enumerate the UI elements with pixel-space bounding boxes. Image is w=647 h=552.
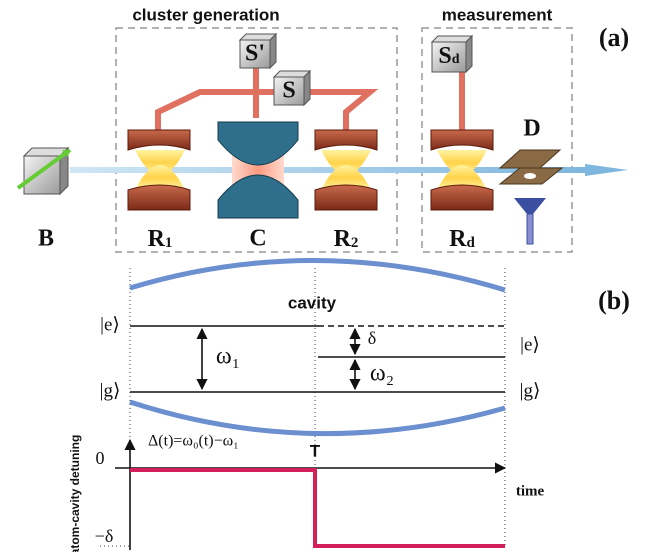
level-label: |g⟩ [100, 380, 121, 401]
energy-levels [130, 326, 505, 392]
label-sub: d [452, 52, 460, 67]
label-main: R [148, 226, 166, 252]
panel-label: (a) [599, 23, 629, 52]
level-label: |g⟩ [520, 380, 541, 401]
label-sub: 1 [165, 235, 173, 251]
omega1-label: ω₁ [216, 344, 240, 370]
label-main: R [449, 226, 467, 252]
source-label: S' [245, 41, 265, 67]
source-b [18, 148, 70, 194]
level-label: |e⟩ [520, 334, 540, 355]
label-main: R [334, 226, 352, 252]
detector [500, 150, 562, 244]
component-label: C [249, 226, 266, 252]
component-label: R1 [148, 226, 173, 252]
panel-a: cluster generation measurement (a) B [18, 5, 629, 252]
component-label: R2 [334, 226, 359, 252]
time-label: time [516, 483, 545, 499]
label-main: S [438, 43, 451, 69]
y-axis-label: atom-cavity detuning [68, 435, 82, 552]
tick-label: −δ [95, 526, 114, 546]
t-label: T [310, 441, 321, 460]
formula: Δ(t)=ω₀(t)−ω₁ [148, 433, 239, 450]
cavity-mode-top [130, 260, 505, 290]
delta-label: δ [368, 328, 376, 348]
label-sub: 2 [351, 235, 359, 251]
component-label: Rd [449, 226, 475, 252]
panel-b: (b) cavity |e⟩ |g⟩ |e⟩ |g⟩ ω₁ δ ω₂ [68, 260, 630, 552]
level-label: |e⟩ [100, 314, 120, 335]
label-sub: d [467, 235, 476, 251]
component-label: D [523, 116, 540, 142]
source-label: S [282, 78, 295, 104]
detuning-curve [130, 470, 505, 546]
tick-label: 0 [96, 448, 105, 468]
box-title: measurement [442, 5, 553, 24]
beam-arrow [585, 164, 628, 176]
component-label: B [38, 226, 54, 252]
box-title: cluster generation [132, 5, 279, 24]
panel-label: (b) [598, 286, 630, 315]
figure: cluster generation measurement (a) B [0, 0, 647, 552]
cavity-label: cavity [288, 293, 337, 312]
omega2-label: ω₂ [370, 361, 394, 387]
cavity-mode-bottom [130, 402, 505, 434]
